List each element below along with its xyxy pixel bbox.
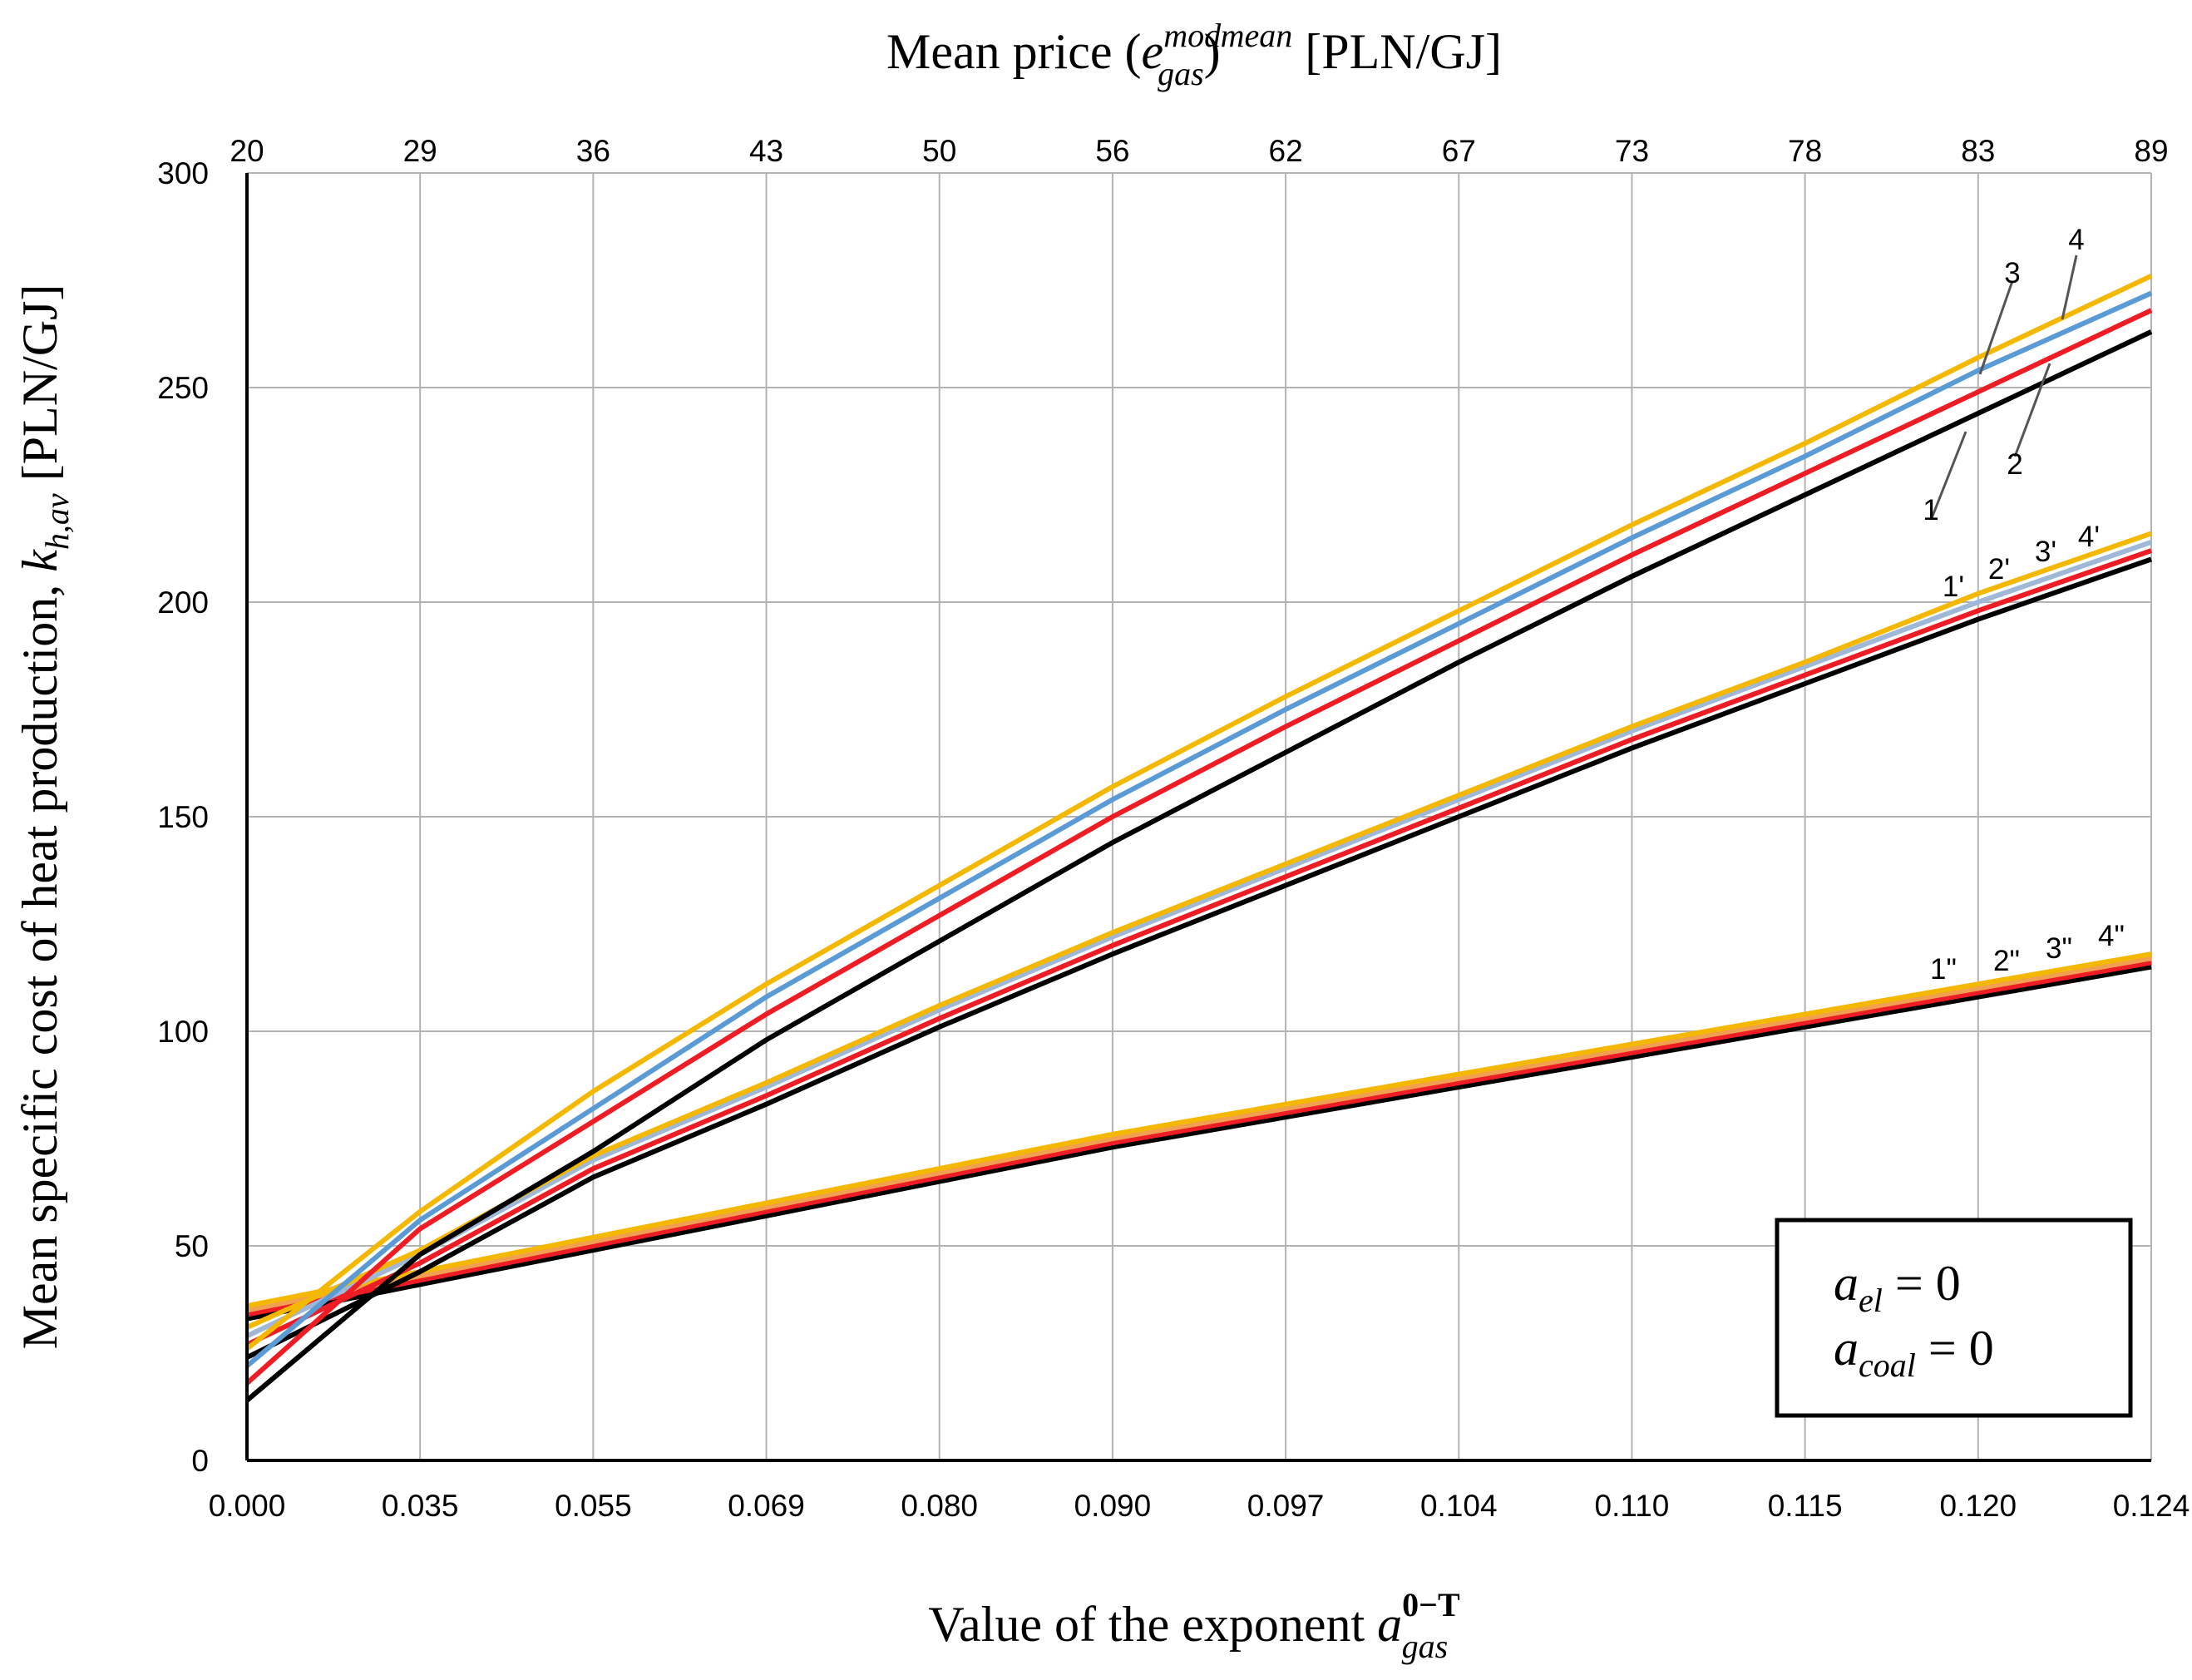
legend-line-2: acoal = 0 — [1834, 1321, 1994, 1384]
curve-label: 3' — [2035, 536, 2056, 568]
x-tick-label: 0.097 — [1247, 1489, 1325, 1523]
ticks: 0.000 0.035 0.055 0.069 0.080 0.090 0.097 0.104… — [157, 134, 2190, 1523]
top-tick-label: 67 — [1442, 134, 1476, 168]
series-line-10 — [246, 960, 2152, 1317]
top-tick-label: 83 — [1961, 134, 1995, 168]
curve-label: 1" — [1930, 953, 1957, 986]
x-title-text: Value of the exponent — [928, 1597, 1377, 1652]
legend-1-sub: el — [1859, 1282, 1883, 1319]
curve-leader-3 — [1978, 280, 2014, 375]
x-tick-label: 0.104 — [1420, 1489, 1498, 1523]
x-title-sup: 0−T — [1402, 1586, 1460, 1623]
top-tick-label: 62 — [1269, 134, 1303, 168]
y-title-unit: [PLN/GJ] — [12, 284, 67, 494]
x-title-var: a — [1377, 1597, 1402, 1652]
top-tick-label: 89 — [2134, 134, 2168, 168]
series-line-12 — [246, 951, 2152, 1309]
y-tick-label: 250 — [157, 371, 209, 405]
curve-label: 1 — [1923, 494, 1938, 526]
top-tick-label: 20 — [230, 134, 264, 168]
x-tick-label: 0.110 — [1595, 1489, 1670, 1523]
y-title-text: Mean specific cost of heat production, — [12, 572, 67, 1350]
y-title-var: k — [12, 549, 67, 572]
y-tick-label: 200 — [157, 586, 209, 620]
axes — [245, 173, 2151, 1462]
top-tick-label: 29 — [403, 134, 437, 168]
legend-line-1: ael = 0 — [1834, 1256, 1961, 1319]
y-tick-label: 150 — [157, 800, 209, 834]
legend-1-var: a — [1834, 1256, 1859, 1311]
x-title-sub: gas — [1402, 1628, 1449, 1665]
top-title-var: e — [1142, 24, 1164, 79]
legend-1-rhs: = 0 — [1883, 1256, 1961, 1311]
legend-2-var: a — [1834, 1321, 1859, 1376]
curve-labels: 1 2 3 4 1' 2' 3' 4' 1" 2" 3" 4" — [1923, 224, 2125, 986]
series-layer — [245, 274, 2153, 1403]
series-line-3 — [245, 290, 2153, 1368]
x-tick-label: 0.124 — [2113, 1489, 2190, 1523]
series-line-6 — [245, 548, 2152, 1347]
legend-2-rhs: = 0 — [1916, 1321, 1994, 1376]
top-tick-label: 36 — [576, 134, 610, 168]
y-title-sub: h,av — [38, 493, 76, 550]
legend-box: ael = 0 acoal = 0 — [1775, 1218, 2133, 1418]
curve-label: 4" — [2098, 920, 2125, 952]
y-tick-label: 0 — [191, 1444, 209, 1478]
x-axis-title: Value of the exponent a0−T gas — [928, 1586, 1460, 1665]
top-title-sup: mod — [1163, 17, 1222, 54]
top-title-unit: [PLN/GJ] — [1292, 24, 1502, 79]
curve-label: 2' — [1988, 553, 2010, 586]
top-title-prefix: Mean price ( — [886, 24, 1142, 79]
x-tick-label: 0.035 — [382, 1489, 459, 1523]
top-tick-label: 50 — [922, 134, 956, 168]
curve-label: 2 — [2007, 448, 2022, 481]
x-tick-label: 0.115 — [1768, 1489, 1843, 1523]
series-line-7 — [245, 539, 2152, 1339]
curve-label: 3 — [2004, 257, 2020, 289]
top-tick-label: 78 — [1788, 134, 1822, 168]
curve-label: 3" — [2046, 932, 2072, 965]
top-tick-label: 43 — [749, 134, 783, 168]
curve-leader-1 — [1930, 431, 1967, 519]
series-line-9 — [246, 964, 2152, 1322]
x-tick-label: 0.000 — [209, 1489, 286, 1523]
series-line-11 — [246, 956, 2152, 1313]
top-axis-title: Mean price (emod gas)mean [PLN/GJ] — [886, 17, 1502, 92]
curve-leader-4 — [2061, 254, 2078, 320]
top-tick-label: 73 — [1615, 134, 1649, 168]
x-tick-label: 0.055 — [555, 1489, 632, 1523]
series-line-4 — [245, 274, 2153, 1351]
top-title-close: ) — [1204, 24, 1221, 79]
y-tick-label: 100 — [157, 1015, 209, 1049]
x-tick-label: 0.090 — [1074, 1489, 1152, 1523]
top-title-sub: gas — [1158, 55, 1204, 92]
x-tick-label: 0.069 — [728, 1489, 805, 1523]
y-tick-label: 300 — [157, 156, 209, 190]
curve-label: 4' — [2078, 521, 2100, 553]
series-line-2 — [245, 308, 2153, 1386]
legend-2-sub: coal — [1859, 1346, 1916, 1384]
x-tick-label: 0.080 — [901, 1489, 978, 1523]
y-axis-title: Mean specific cost of heat production, k… — [12, 284, 76, 1350]
top-title-sup2: mean — [1221, 17, 1293, 54]
curve-label: 1' — [1943, 571, 1964, 603]
legend-frame — [1775, 1218, 2133, 1418]
curve-label: 4 — [2068, 224, 2084, 256]
curve-leader-2 — [2013, 363, 2051, 457]
series-line-1 — [245, 329, 2153, 1403]
x-tick-label: 0.120 — [1940, 1489, 2017, 1523]
curve-label: 2" — [1993, 945, 2020, 977]
series-line-5 — [245, 556, 2152, 1360]
top-tick-label: 56 — [1095, 134, 1129, 168]
y-tick-label: 50 — [175, 1229, 209, 1263]
